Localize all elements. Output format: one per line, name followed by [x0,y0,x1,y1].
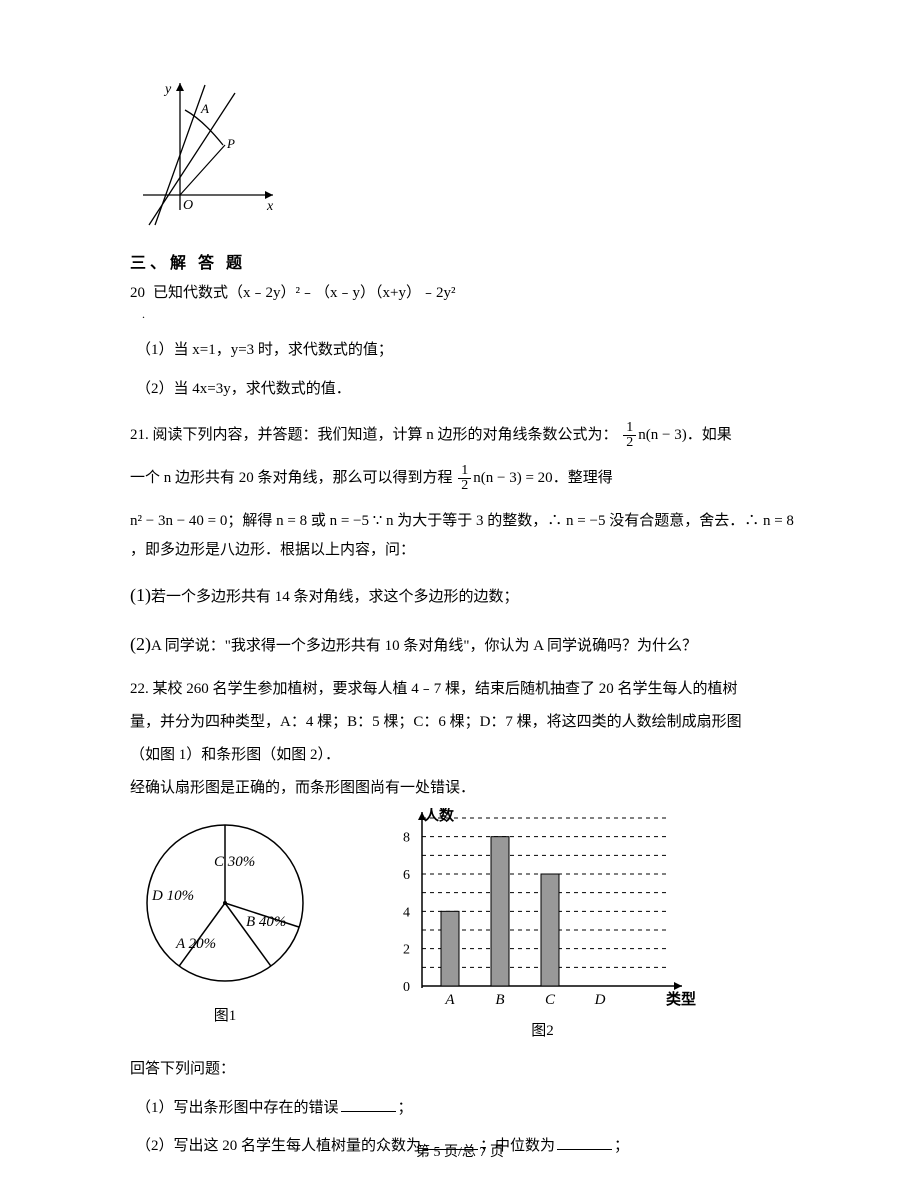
svg-text:B 40%: B 40% [246,914,286,930]
q22-line1: 22. 某校 260 名学生参加植树，要求每人植 4﹣7 棵，结束后随机抽查了 … [130,675,810,704]
q21-line3: n² − 3n − 40 = 0；解得 n = 8 或 n = −5 ∵ n 为… [130,507,810,564]
page-footer: 第 5 页/总 7 页 [0,1141,920,1161]
q21-formula2-frac: 1 2 [458,464,471,493]
svg-text:D: D [594,992,606,1008]
q21-line2: 一个 n 边形共有 20 条对角线，那么可以得到方程 1 2 n(n − 3) … [130,464,810,493]
q20-stem: 已知代数式（x﹣2y）²﹣（x﹣y）（x+y）﹣2y² [153,279,455,308]
svg-text:2: 2 [403,942,410,957]
pie-chart: C 30% D 10% A 20% B 40% [130,808,320,998]
point-p-label: P [226,136,235,151]
bar-caption: 图2 [531,1017,554,1046]
pie-chart-block: C 30% D 10% A 20% B 40% 图1 [130,808,320,1031]
coordinate-graph: O x y A P [135,75,810,241]
bar-chart: 人数类型 0 2 4 6 8 A B C D [380,808,705,1013]
svg-text:类型: 类型 [666,990,696,1008]
q22-q1: （1）写出条形图中存在的错误； [136,1094,810,1123]
svg-text:D 10%: D 10% [151,888,194,904]
q21-line1: 21. 阅读下列内容，并答题：我们知道，计算 n 边形的对角线条数公式为： 1 … [130,421,810,450]
svg-text:4: 4 [403,905,410,920]
svg-text:A: A [444,992,455,1008]
q21-part2: (2)A 同学说："我求得一个多边形共有 10 条对角线"，你认为 A 同学说确… [130,627,810,661]
q22-post-heading: 回答下列问题： [130,1055,810,1084]
section-heading: 三、解 答 题 [130,249,810,279]
x-axis-label: x [266,199,274,214]
q21-formula1-frac: 1 2 [623,421,636,450]
bar-chart-block: 人数类型 0 2 4 6 8 A B C D 图2 [380,808,705,1046]
svg-text:6: 6 [403,868,410,883]
svg-text:C: C [545,992,556,1008]
q22-line3: （如图 1）和条形图（如图 2）． [130,741,810,770]
svg-text:0: 0 [403,980,410,995]
svg-text:A 20%: A 20% [175,936,216,952]
q20-part2: （2）当 4x=3y，求代数式的值． [136,375,810,404]
point-a-label: A [200,101,209,116]
svg-text:人数: 人数 [424,808,455,824]
q20-part1: （1）当 x=1，y=3 时，求代数式的值； [136,336,810,365]
svg-text:8: 8 [403,830,410,845]
pie-caption: 图1 [214,1002,237,1031]
q21-number: 21. [130,427,149,443]
svg-text:B: B [495,992,504,1008]
q22-number: 22. [130,681,149,697]
q21-part1: (1)若一个多边形共有 14 条对角线，求这个多边形的边数； [130,578,810,612]
q22-line4: 经确认扇形图是正确的，而条形图图尚有一处错误． [130,774,810,803]
q22-line2: 量，并分为四种类型，A：4 棵；B：5 棵；C：6 棵；D：7 棵，将这四类的人… [130,708,810,737]
svg-text:C 30%: C 30% [214,854,255,870]
blank-1 [341,1097,396,1112]
origin-label: O [183,198,193,213]
y-axis-label: y [163,82,172,97]
